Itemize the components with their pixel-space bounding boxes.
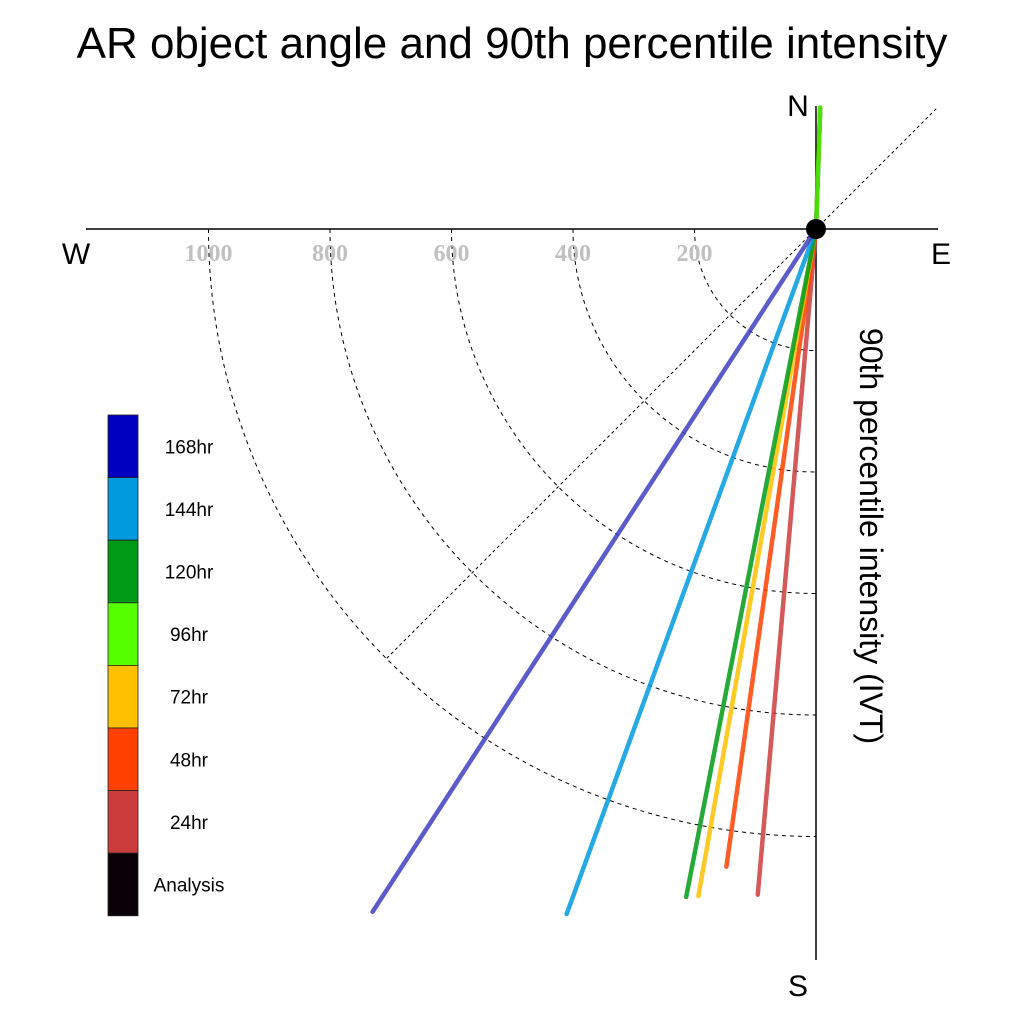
grid-arc-200 [694,228,817,351]
vector-120hr [683,226,819,900]
tick-label: 800 [312,241,348,267]
tick-label: 1000 [185,241,233,267]
chart-title: AR object angle and 90th percentile inte… [77,19,948,68]
vector-144hr [564,226,819,917]
legend-swatch [107,727,139,791]
legend-label: 144hr [165,500,214,521]
legend-swatch [107,539,139,604]
legend-label: 168hr [165,437,214,458]
polar-grid [208,108,937,837]
tick-label: 400 [555,241,591,267]
legend-swatch [107,477,139,541]
vector-168hr [370,226,819,914]
grid-arc-1000 [208,228,817,837]
legend-swatch [107,665,139,729]
compass-north: N [787,90,809,123]
compass-west: W [62,238,91,271]
compass-south: S [788,970,808,1003]
origin-marker [806,219,826,239]
legend-label: 24hr [170,813,209,834]
legend-swatch [107,602,139,666]
tick-label: 200 [677,241,713,267]
vector-96hr [813,105,823,232]
legend-swatch [107,790,139,854]
legend: 168hr 144hr 120hr 96hr 72hr 48hr 24hr Analysis [107,414,225,917]
legend-label: 48hr [170,750,209,771]
legend-label: Analysis [154,876,225,897]
series-vectors [370,105,823,917]
compass-east: E [931,238,951,271]
radial-tick-labels: 200 400 600 800 1000 [185,241,713,267]
legend-swatch [107,852,139,917]
tick-label: 600 [434,241,470,267]
legend-label: 120hr [165,563,214,584]
y-axis-label: 90th percentile intensity (IVT) [853,328,889,744]
legend-label: 72hr [170,688,209,709]
legend-label: 96hr [170,625,209,646]
vector-24hr [755,226,819,897]
grid-arc-800 [329,228,817,716]
legend-swatch [107,414,139,478]
vector-48hr [724,226,819,869]
